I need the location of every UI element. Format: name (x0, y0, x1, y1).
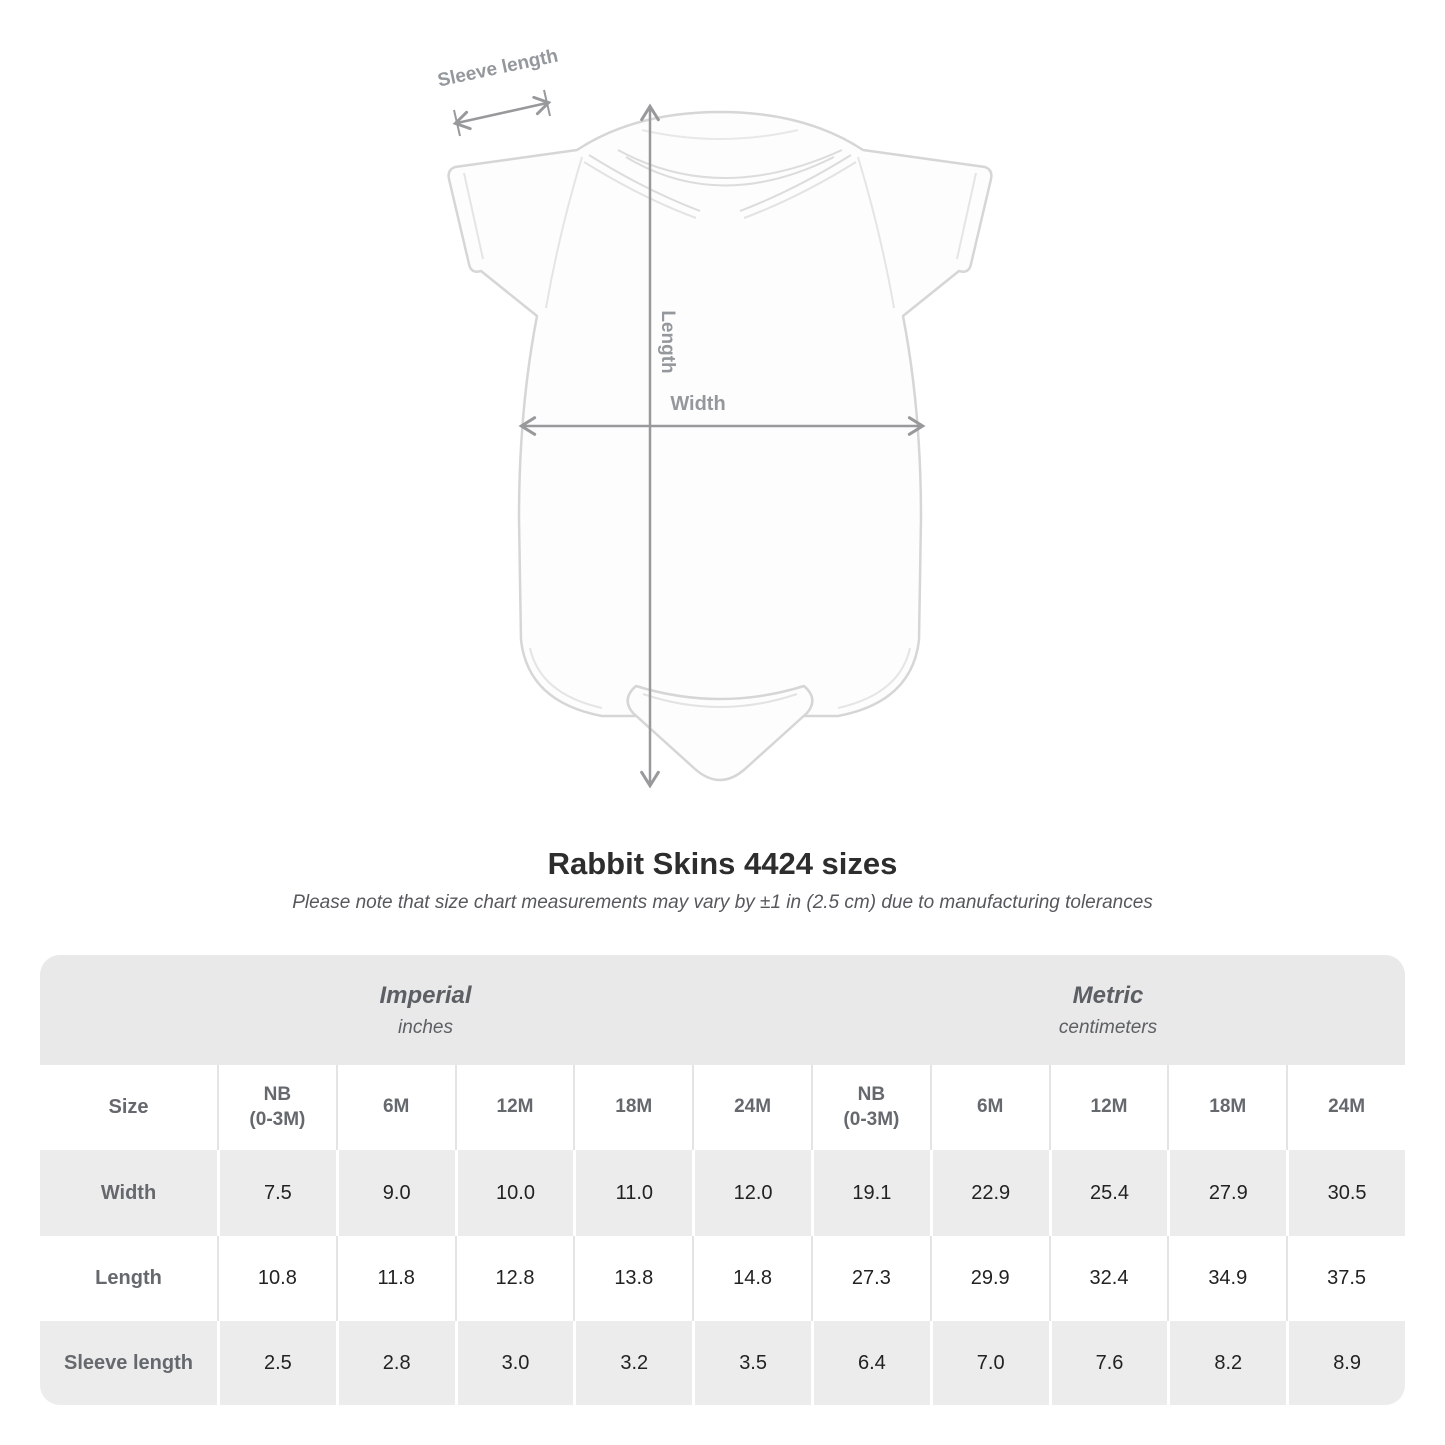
size-column-header: NB (0-3M) (811, 1065, 930, 1150)
length-value-cell: 29.9 (929, 1236, 1049, 1321)
length-value-cell: 12.8 (454, 1236, 574, 1321)
bodysuit-measurement-diagram: Sleeve length Length Width (436, 46, 993, 789)
sleeve-value-cell: 7.0 (929, 1321, 1049, 1405)
width-value-cell: 11.0 (573, 1150, 693, 1236)
sleeve-value-cell: 8.2 (1167, 1321, 1287, 1405)
width-value-cell: 27.9 (1167, 1150, 1287, 1236)
imperial-unit: inches (398, 1016, 453, 1038)
width-value-cell: 10.0 (454, 1150, 574, 1236)
sleeve-value-cell: 2.8 (335, 1321, 455, 1405)
sleeve-value-cell: 3.0 (454, 1321, 574, 1405)
left-armhole-seam (545, 156, 583, 309)
left-cuff-hem (463, 172, 484, 260)
sleeve-value-cell: 3.5 (692, 1321, 811, 1405)
size-column-header: 6M (335, 1065, 455, 1150)
length-label: Length (657, 310, 678, 374)
size-corner-header: Size (40, 1065, 217, 1150)
row-label-sleeve-length: Sleeve length (40, 1321, 217, 1405)
metric-unit: centimeters (1058, 1016, 1158, 1038)
length-value-cell: 37.5 (1286, 1236, 1405, 1321)
imperial-label: Imperial (379, 981, 472, 1009)
sleeve-value-cell: 2.5 (217, 1321, 336, 1405)
length-value-cell: 10.8 (217, 1236, 336, 1321)
size-column-header: 24M (1286, 1065, 1405, 1150)
length-value-cell: 34.9 (1167, 1236, 1287, 1321)
width-value-cell: 22.9 (929, 1150, 1049, 1236)
unit-header-metric: Metric centimeters (811, 955, 1405, 1065)
unit-header-imperial: Imperial inches (40, 955, 811, 1065)
bodysuit-crotch-flap (626, 684, 814, 782)
length-value-cell: 32.4 (1048, 1236, 1168, 1321)
sleeve-value-cell: 8.9 (1286, 1321, 1405, 1405)
length-value-cell: 11.8 (335, 1236, 455, 1321)
sleeve-value-cell: 3.2 (573, 1321, 693, 1405)
length-value-cell: 13.8 (573, 1236, 693, 1321)
size-column-header: 18M (1167, 1065, 1287, 1150)
page-title: Rabbit Skins 4424 sizes (547, 846, 898, 881)
row-label-length: Length (40, 1236, 217, 1321)
flap-binding-seam (642, 693, 798, 708)
length-value-cell: 27.3 (811, 1236, 930, 1321)
right-armhole-seam (857, 156, 895, 309)
length-value-cell: 14.8 (692, 1236, 811, 1321)
size-column-header: 12M (454, 1065, 574, 1150)
sleeve-value-cell: 6.4 (811, 1321, 930, 1405)
right-lap-binding (743, 161, 857, 219)
size-column-header: 12M (1048, 1065, 1168, 1150)
sleeve-value-cell: 7.6 (1048, 1321, 1168, 1405)
width-value-cell: 30.5 (1286, 1150, 1405, 1236)
bodysuit-body (447, 110, 993, 718)
bodysuit-illustration (447, 89, 993, 789)
size-column-header: 24M (692, 1065, 811, 1150)
row-label-width: Width (40, 1150, 217, 1236)
width-label: Width (670, 393, 726, 415)
left-leg-binding (529, 647, 603, 709)
size-table: Imperial inches Metric centimeters Size … (40, 955, 1405, 1405)
back-collar-seam (641, 129, 799, 140)
metric-label: Metric (1072, 981, 1144, 1009)
width-value-cell: 25.4 (1048, 1150, 1168, 1236)
tolerance-note: Please note that size chart measurements… (292, 892, 1153, 913)
width-value-cell: 19.1 (811, 1150, 930, 1236)
width-value-cell: 12.0 (692, 1150, 811, 1236)
width-value-cell: 9.0 (335, 1150, 455, 1236)
size-column-header: NB (0-3M) (217, 1065, 336, 1150)
sleeve-length-arrow (452, 89, 552, 137)
width-value-cell: 7.5 (217, 1150, 336, 1236)
right-lap-fold (739, 154, 852, 212)
right-cuff-hem (956, 172, 977, 260)
size-column-header: 6M (929, 1065, 1049, 1150)
size-column-header: 18M (573, 1065, 693, 1150)
right-leg-binding (837, 647, 911, 709)
